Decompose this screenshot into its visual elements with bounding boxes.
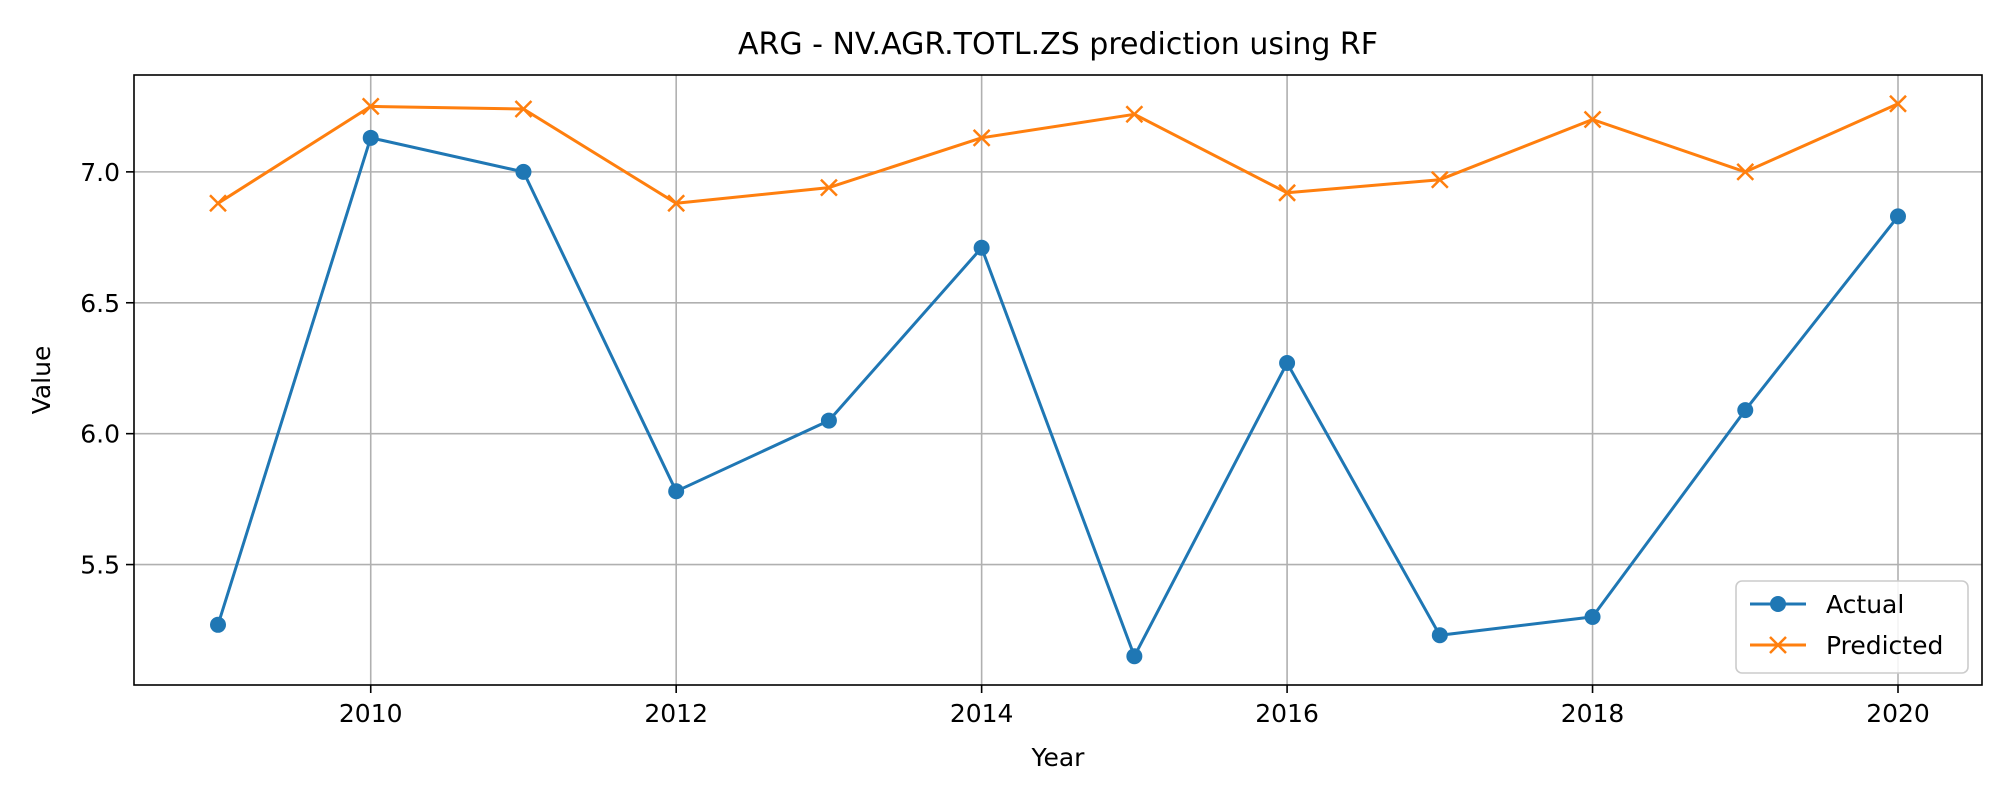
axis-ticks: 2010 2012 2014 2016 2018 2020 5.5 6.0 6.5 7.0 [80, 158, 1930, 728]
data-point-predicted [1736, 162, 1755, 181]
data-point-predicted [1125, 105, 1144, 124]
legend-actual-label: Actual [1826, 590, 1904, 619]
series-actual [210, 129, 1906, 665]
x-tick-label: 2014 [950, 699, 1014, 728]
legend: Actual Predicted [1735, 580, 1969, 674]
data-point-predicted [361, 97, 380, 116]
series-layer [209, 94, 1907, 665]
series-line-actual [216, 136, 1900, 658]
data-point-predicted [667, 194, 686, 213]
plot-frame [133, 74, 1983, 686]
x-tick-label: 2016 [1255, 699, 1319, 728]
data-point-actual [1126, 648, 1143, 665]
x-axis-label: Year [1031, 743, 1086, 772]
data-point-predicted [514, 100, 533, 118]
data-point-actual [1737, 402, 1754, 419]
data-point-actual [362, 129, 379, 146]
data-point-actual [210, 616, 226, 633]
x-tick-label: 2020 [1866, 699, 1930, 728]
legend-actual-marker [1770, 596, 1786, 612]
y-tick-label: 6.5 [80, 289, 120, 318]
data-point-actual [1279, 354, 1296, 371]
series-line-predicted [217, 102, 1899, 205]
chart-title: ARG - NV.AGR.TOTL.ZS prediction using RF [738, 27, 1378, 62]
y-tick-label: 5.5 [80, 551, 120, 580]
data-point-actual [820, 412, 837, 429]
data-point-actual [1890, 208, 1906, 225]
y-tick-label: 7.0 [80, 158, 120, 187]
data-point-predicted [1583, 110, 1602, 129]
data-point-predicted [972, 128, 991, 147]
data-point-actual [1431, 627, 1448, 644]
data-point-predicted [1278, 183, 1296, 202]
y-axis-label: Value [27, 346, 56, 415]
x-tick-label: 2018 [1561, 699, 1625, 728]
x-tick-label: 2010 [339, 699, 403, 728]
data-point-actual [973, 239, 990, 256]
data-point-predicted [820, 178, 838, 197]
legend-predicted-marker [1769, 636, 1787, 654]
x-tick-label: 2012 [644, 699, 708, 728]
data-point-predicted [209, 194, 227, 213]
legend-predicted-label: Predicted [1826, 631, 1943, 660]
data-point-actual [1584, 608, 1601, 625]
data-point-predicted [1430, 170, 1449, 189]
data-point-predicted [1889, 94, 1907, 113]
y-tick-label: 6.0 [80, 420, 120, 449]
data-point-actual [668, 483, 685, 500]
data-point-actual [515, 163, 532, 180]
grid [134, 75, 1982, 685]
series-predicted [209, 94, 1907, 213]
